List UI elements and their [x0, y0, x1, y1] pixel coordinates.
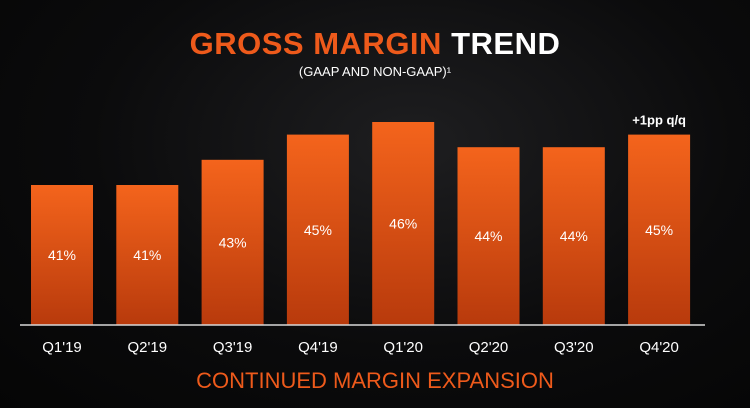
- chart-title: GROSS MARGIN TREND: [0, 26, 750, 62]
- bar: [372, 122, 435, 325]
- annotation-label: +1pp q/q: [632, 113, 686, 128]
- chart-title-accent: GROSS MARGIN: [189, 26, 442, 61]
- bar-value-label: 46%: [389, 216, 417, 232]
- bar: [628, 134, 691, 325]
- x-tick-label: Q1'19: [42, 339, 82, 356]
- bar-value-label: 44%: [474, 228, 502, 244]
- bar-value-label: 43%: [219, 234, 247, 250]
- x-tick-label: Q2'19: [128, 339, 168, 356]
- bar-value-label: 44%: [560, 228, 588, 244]
- x-tick-label: Q4'20: [639, 339, 679, 356]
- x-tick-label: Q3'19: [213, 339, 253, 356]
- chart-subtitle: (GAAP AND NON-GAAP)¹: [298, 64, 452, 79]
- x-tick-label: Q4'19: [298, 339, 338, 356]
- bar-value-label: 41%: [133, 247, 161, 263]
- footer-caption: CONTINUED MARGIN EXPANSION: [196, 368, 554, 393]
- bars-group: 41% Q1'19 41% Q2'19 43% Q3'19 45% Q4'19 46% Q1'20…: [31, 113, 691, 356]
- bar-value-label: 45%: [304, 222, 332, 238]
- bar-value-label: 41%: [48, 247, 76, 263]
- bar: [286, 134, 349, 325]
- chart-title-rest: TREND: [451, 26, 561, 61]
- bar-value-label: 45%: [645, 222, 673, 238]
- bar: [542, 147, 605, 325]
- bar: [31, 185, 93, 325]
- x-tick-label: Q1'20: [383, 339, 423, 356]
- x-tick-label: Q2'20: [469, 339, 509, 356]
- bar: [116, 185, 179, 325]
- bar: [201, 159, 264, 325]
- x-tick-label: Q3'20: [554, 339, 594, 356]
- bar: [457, 147, 520, 325]
